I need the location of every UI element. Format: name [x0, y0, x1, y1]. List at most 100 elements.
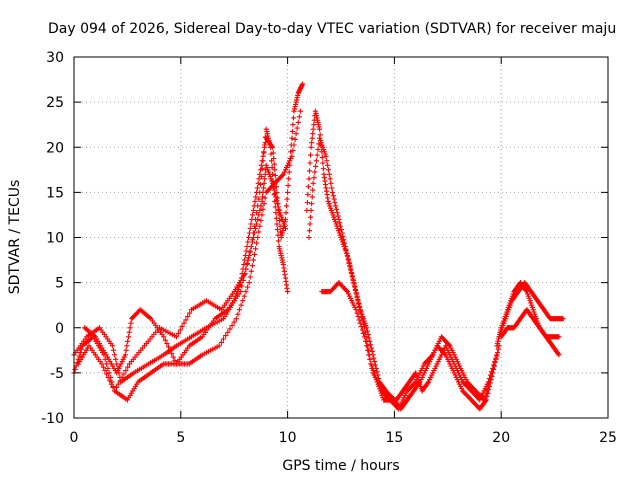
data-point: [245, 257, 251, 263]
data-point: [258, 218, 264, 224]
data-point: [356, 317, 362, 323]
data-point: [258, 162, 264, 168]
data-point: [257, 207, 263, 213]
data-point: [321, 146, 327, 153]
data-point: [360, 330, 366, 336]
data-point: [231, 319, 237, 325]
data-point: [113, 384, 120, 391]
data-point: [114, 370, 120, 376]
data-point: [250, 212, 256, 218]
series-trace-4: [82, 108, 303, 376]
data-point: [354, 310, 360, 316]
data-point: [267, 144, 274, 150]
data-point: [216, 343, 222, 349]
data-point: [333, 206, 340, 212]
x-tick-label: 20: [492, 430, 510, 446]
data-point: [309, 135, 315, 141]
series-trace-3: [75, 162, 289, 394]
data-point: [305, 184, 311, 190]
data-point: [306, 168, 313, 174]
data-point: [529, 304, 535, 310]
data-point: [306, 228, 313, 234]
data-point: [245, 284, 251, 290]
data-point: [99, 361, 105, 367]
data-point: [247, 248, 253, 254]
data-point: [123, 368, 129, 374]
data-points: [71, 81, 566, 412]
data-point: [357, 304, 363, 310]
data-point: [369, 365, 375, 371]
data-point: [285, 189, 291, 195]
data-point: [418, 383, 424, 389]
data-point: [115, 381, 121, 387]
data-point: [243, 266, 249, 272]
data-point: [262, 134, 268, 140]
data-point: [282, 272, 288, 278]
data-point: [306, 234, 312, 241]
data-point: [437, 354, 443, 360]
data-point: [435, 359, 441, 365]
data-point: [311, 122, 317, 128]
data-point: [340, 233, 346, 239]
data-point: [263, 126, 269, 132]
data-point: [253, 194, 259, 200]
data-point: [446, 342, 452, 348]
data-point: [456, 363, 463, 369]
data-point: [334, 210, 340, 216]
data-point: [183, 317, 189, 323]
data-point: [283, 203, 290, 209]
data-point: [127, 325, 133, 331]
y-tick-labels: -10 -5 0 5 10 15 20 25 30: [41, 50, 64, 427]
data-point: [428, 374, 434, 380]
data-point: [291, 142, 297, 148]
data-point: [125, 338, 131, 344]
data-point: [246, 280, 252, 286]
data-point: [358, 324, 364, 330]
data-point: [169, 351, 175, 357]
data-point: [368, 361, 374, 367]
data-point: [368, 342, 374, 348]
data-point: [308, 144, 314, 150]
data-point: [331, 196, 337, 202]
data-point: [329, 185, 335, 191]
data-point: [449, 347, 455, 353]
data-point: [352, 304, 358, 310]
data-point: [259, 166, 265, 172]
data-point: [243, 289, 249, 295]
data-point: [348, 295, 354, 301]
data-point: [252, 198, 258, 204]
data-point: [126, 329, 132, 335]
data-point: [525, 291, 531, 297]
data-point: [100, 364, 106, 370]
data-point: [459, 368, 465, 374]
data-point: [361, 334, 368, 340]
data-point: [266, 171, 272, 177]
data-point: [276, 207, 282, 213]
data-point: [314, 152, 320, 158]
data-point: [367, 356, 373, 362]
data-point: [417, 370, 423, 376]
data-point: [247, 225, 253, 232]
data-point: [355, 298, 361, 304]
x-tick-labels: 0 5 10 15 20 25: [70, 430, 617, 446]
data-point: [271, 187, 277, 193]
data-point: [349, 274, 356, 280]
data-point: [254, 185, 260, 191]
data-point: [244, 262, 250, 268]
data-point: [490, 365, 496, 371]
data-point: [275, 238, 282, 244]
data-point: [369, 348, 375, 354]
data-point: [261, 185, 267, 191]
data-point: [229, 322, 235, 329]
data-point: [372, 359, 378, 365]
data-point: [376, 383, 382, 389]
data-point: [275, 232, 281, 238]
data-point: [284, 196, 290, 202]
data-point: [346, 260, 352, 266]
data-point: [112, 352, 118, 358]
data-point: [281, 169, 287, 175]
data-point: [336, 228, 342, 234]
data-point: [225, 329, 231, 335]
data-point: [119, 374, 125, 380]
data-point: [454, 359, 460, 365]
